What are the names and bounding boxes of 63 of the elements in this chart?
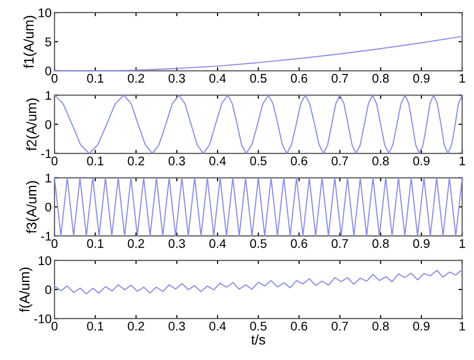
x-tick-label: 0.5 (250, 156, 266, 166)
x-axis-title: t/s (251, 334, 266, 345)
x-tick-label: 0.4 (209, 74, 226, 83)
y-tick-label: 0 (45, 120, 52, 129)
y-tick-label: 1 (46, 174, 52, 182)
x-tick-label: 0.7 (332, 322, 348, 331)
x-tick-label: 0.7 (332, 239, 348, 248)
x-tick-label: 0.9 (413, 74, 430, 83)
x-tick-label: 0 (52, 239, 58, 248)
y-tick-label: -1 (41, 232, 52, 241)
x-tick-label: 0.2 (128, 74, 144, 83)
x-tick-label: 0.9 (413, 239, 430, 248)
x-tick-label: 0 (52, 322, 58, 331)
x-tick-label: 0.4 (209, 322, 226, 331)
y-tick-label: 5 (45, 38, 52, 46)
x-tick-label: 0.1 (87, 322, 104, 331)
x-tick-label: 0.3 (168, 156, 185, 166)
y-tick-label: 10 (38, 8, 52, 18)
x-tick-label: 0.6 (290, 156, 308, 166)
x-tick-label: 0.1 (87, 74, 104, 83)
x-tick-label: 0.1 (87, 156, 104, 166)
x-tick-label: 0.4 (209, 239, 226, 248)
x-tick-label: 0.5 (250, 74, 266, 83)
y-tick-label: 10 (38, 256, 52, 266)
x-tick-label: 0.7 (332, 74, 348, 83)
y-tick-label: 1 (46, 91, 52, 100)
y-axis-title: f3(A/um) (26, 181, 40, 234)
y-tick-label: 0 (45, 202, 52, 212)
x-tick-label: 1 (460, 322, 466, 330)
x-tick-label: 0.9 (413, 322, 430, 331)
y-axis-title: f2(A/um) (26, 98, 40, 151)
x-tick-label: 0.2 (128, 156, 144, 166)
x-tick-label: 0.8 (372, 239, 389, 248)
y-tick-label: -10 (34, 314, 52, 324)
y-tick-label: 0 (45, 285, 52, 294)
x-tick-label: 0.8 (372, 74, 389, 83)
x-tick-label: 0 (52, 156, 58, 166)
x-tick-label: 0.6 (290, 74, 308, 83)
x-tick-label: 0.4 (209, 156, 226, 166)
x-tick-label: 1 (460, 239, 466, 248)
x-tick-label: 0 (52, 74, 58, 83)
y-tick-label: 0 (45, 66, 52, 76)
x-tick-label: 0.3 (168, 239, 185, 248)
x-tick-label: 0.8 (372, 322, 389, 331)
x-tick-label: 0.2 (128, 322, 144, 331)
x-tick-label: 0.6 (290, 322, 308, 331)
x-tick-label: 0.1 (87, 239, 104, 248)
x-tick-label: 0.7 (332, 156, 348, 166)
x-tick-label: 0.5 (250, 322, 266, 331)
y-axis-title: f(A/um) (19, 268, 32, 312)
x-tick-label: 1 (460, 74, 466, 83)
x-tick-label: 0.8 (372, 156, 389, 166)
x-tick-label: 0.5 (250, 239, 266, 248)
x-tick-label: 0.6 (290, 239, 308, 248)
y-tick-label: -1 (41, 149, 52, 158)
x-tick-label: 0.9 (413, 156, 430, 166)
line-series (54, 94, 463, 154)
x-tick-label: 0.3 (168, 322, 185, 331)
x-tick-label: 0.2 (128, 239, 144, 248)
x-tick-label: 1 (460, 156, 466, 166)
x-tick-label: 0.3 (168, 74, 185, 83)
line-series (54, 269, 463, 294)
y-axis-title: f1(A/um) (23, 16, 36, 68)
